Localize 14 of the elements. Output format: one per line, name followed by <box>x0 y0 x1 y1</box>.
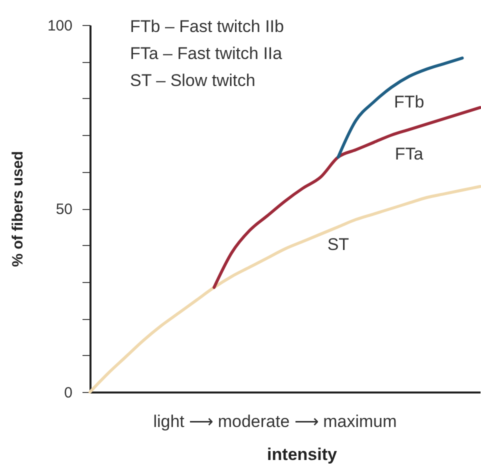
line-series <box>336 56 464 159</box>
series-label: FTa <box>394 144 424 164</box>
y-axis-title: % of fibers used <box>9 151 26 267</box>
x-axis-title: intensity <box>267 445 338 464</box>
text: light ⟶ moderate ⟶ maximum <box>153 412 397 431</box>
line-series <box>212 106 481 289</box>
annotation: ST – Slow twitch <box>130 71 256 90</box>
series-label: FTb <box>394 92 424 112</box>
y-tick-label: 100 <box>47 18 72 34</box>
y-tick-label: 0 <box>64 384 72 402</box>
series-label: ST <box>327 234 350 254</box>
y-tick-label: 50 <box>56 201 72 218</box>
annotation: FTa – Fast twitch IIa <box>130 44 283 63</box>
annotation: FTb – Fast twitch IIb <box>130 17 284 36</box>
